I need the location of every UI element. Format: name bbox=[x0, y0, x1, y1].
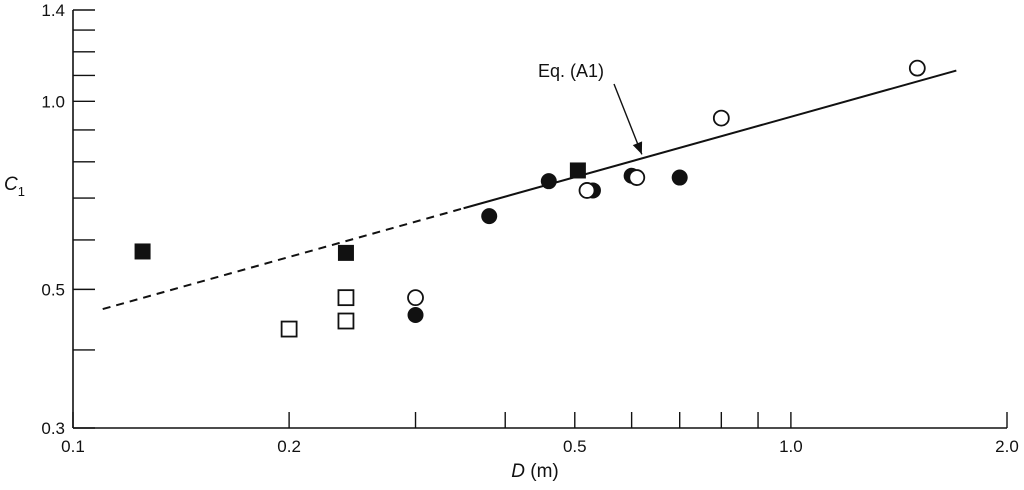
y-tick-label: 1.0 bbox=[41, 92, 65, 111]
annotation-arrow-head bbox=[632, 141, 643, 155]
x-axis-label-symbol: D bbox=[511, 461, 525, 482]
filled-circle-point bbox=[671, 169, 688, 186]
open-circle-point bbox=[578, 182, 596, 199]
filled-circle-point bbox=[540, 173, 557, 190]
filled-circle-point bbox=[481, 208, 498, 225]
fit-line-solid bbox=[463, 69, 957, 210]
filled-circle-point bbox=[407, 306, 424, 323]
open-circle-point bbox=[628, 169, 646, 186]
filled-square-point bbox=[569, 162, 586, 179]
y-axis-label-subscript: 1 bbox=[18, 184, 25, 199]
x-axis-label-unit: (m) bbox=[525, 461, 559, 482]
y-axis-label-symbol: C bbox=[4, 174, 18, 195]
x-tick-label: 0.2 bbox=[277, 437, 301, 456]
annotation-arrow-shaft bbox=[613, 83, 643, 155]
open-square-point bbox=[337, 312, 355, 330]
y-tick-label: 1.4 bbox=[41, 1, 65, 20]
y-tick-label: 0.5 bbox=[41, 280, 65, 299]
data-points bbox=[134, 59, 926, 338]
fit-line-dashed bbox=[102, 207, 464, 311]
y-tick-label: 0.3 bbox=[41, 419, 65, 438]
open-circle-point bbox=[908, 59, 926, 77]
open-square-point bbox=[337, 289, 355, 307]
open-circle-point bbox=[407, 289, 424, 307]
x-tick-label: 0.1 bbox=[61, 437, 85, 456]
filled-square-point bbox=[337, 244, 354, 261]
open-circle-point bbox=[712, 109, 730, 127]
x-axis-label: D (m) bbox=[511, 461, 559, 482]
open-square-point bbox=[280, 320, 298, 338]
fit-line-group bbox=[102, 69, 957, 311]
filled-square-point bbox=[134, 243, 151, 260]
x-tick-label: 1.0 bbox=[779, 437, 803, 456]
y-axis-label: C1 bbox=[4, 174, 25, 199]
x-tick-label: 2.0 bbox=[995, 437, 1019, 456]
axes: 0.1 0.2 0.5 1.0 2.0 0.3 0.5 1.0 1.4 bbox=[41, 1, 1018, 456]
x-tick-label: 0.5 bbox=[563, 437, 587, 456]
fit-line-annotation: Eq. (A1) bbox=[538, 61, 604, 81]
